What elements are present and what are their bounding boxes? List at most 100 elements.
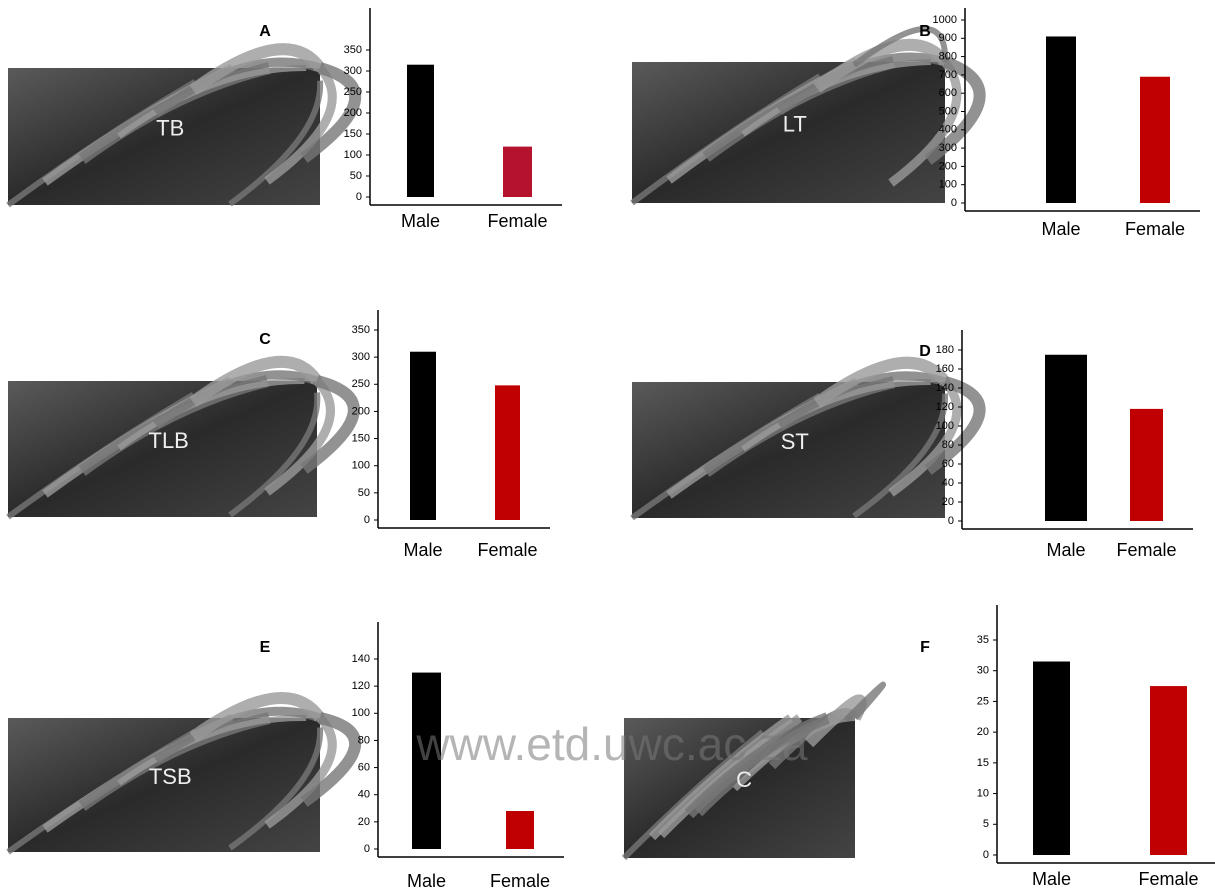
panel-label: B: [919, 23, 931, 40]
y-tick-label: 80: [358, 734, 370, 746]
y-tick-label: 30: [977, 665, 989, 677]
image-label: C: [736, 767, 752, 792]
fiber: [888, 378, 962, 497]
fiber: [852, 26, 949, 68]
fiber: [924, 376, 986, 475]
x-tick-label: Female: [487, 211, 547, 231]
bar: [1130, 408, 1163, 521]
fiber: [264, 714, 337, 829]
x-tick-label: Male: [401, 211, 440, 231]
fiber: [300, 62, 362, 163]
fiber: [852, 393, 949, 519]
fiber: [264, 64, 337, 185]
y-tick-label: 0: [356, 191, 362, 203]
panel: TB A 0 50 100 150 200 250 300 350 Male Female: [6, 8, 562, 231]
panel-label: E: [260, 639, 271, 656]
y-tick-label: 40: [358, 789, 370, 801]
y-tick-label: 5: [983, 818, 989, 830]
y-tick-label: 100: [352, 460, 370, 472]
x-tick-label: Female: [1116, 540, 1176, 560]
y-tick-label: 300: [352, 351, 370, 363]
y-tick-label: 400: [939, 124, 957, 136]
fiber: [300, 712, 362, 807]
fiber: [228, 727, 324, 851]
fiber: [153, 706, 322, 764]
y-tick-label: 800: [939, 51, 957, 63]
panel-label: A: [259, 23, 271, 40]
bar: [503, 146, 532, 197]
fiber: [924, 56, 986, 165]
y-tick-label: 600: [939, 87, 957, 99]
y-tick-label: 60: [358, 761, 370, 773]
fiber: [813, 356, 950, 408]
y-tick-label: 300: [939, 142, 957, 154]
y-tick-label: 140: [936, 382, 954, 394]
y-tick-label: 40: [942, 477, 954, 489]
panel: TLB C 0 50 100 150 200 250 300 350 Male Female: [6, 310, 550, 560]
fiber: [843, 681, 886, 723]
y-tick-label: 0: [948, 515, 954, 527]
y-tick-label: 140: [352, 653, 370, 665]
y-tick-label: 200: [939, 160, 957, 172]
y-tick-label: 80: [942, 439, 954, 451]
y-tick-label: 20: [977, 726, 989, 738]
fiber: [228, 392, 321, 518]
y-tick-label: 15: [977, 757, 989, 769]
y-tick-label: 700: [939, 69, 957, 81]
x-tick-label: Female: [490, 871, 550, 890]
bar: [1046, 36, 1076, 203]
panel: C F 0 5 10 15 20 25 30 35 Male Female: [621, 605, 1215, 889]
y-tick-label: 35: [977, 634, 989, 646]
image-label: TSB: [149, 764, 192, 789]
fiber: [741, 378, 931, 452]
y-tick-label: 0: [951, 197, 957, 209]
y-tick-label: 150: [344, 128, 362, 140]
image-label: ST: [781, 429, 809, 454]
fiber: [189, 355, 322, 407]
y-tick-label: 200: [352, 405, 370, 417]
y-tick-label: 180: [936, 344, 954, 356]
y-tick-label: 250: [344, 86, 362, 98]
y-tick-label: 350: [352, 324, 370, 336]
y-tick-label: 50: [350, 170, 362, 182]
y-tick-label: 100: [939, 179, 957, 191]
x-tick-label: Female: [477, 540, 537, 560]
panel: TSB E 0 20 40 60 80 100 120 140 Male Female: [6, 622, 564, 890]
y-tick-label: 300: [344, 65, 362, 77]
fiber: [684, 712, 830, 819]
x-tick-label: Female: [1125, 219, 1185, 239]
y-tick-label: 100: [936, 420, 954, 432]
fiber: [264, 377, 335, 496]
x-tick-label: Male: [403, 540, 442, 560]
x-tick-label: Male: [1032, 869, 1071, 889]
y-tick-label: 0: [983, 849, 989, 861]
bar: [1140, 76, 1170, 203]
fiber: [153, 57, 322, 117]
y-tick-label: 10: [977, 787, 989, 799]
x-tick-label: Male: [1041, 219, 1080, 239]
bar: [410, 351, 436, 520]
bar: [407, 64, 434, 197]
y-tick-label: 100: [344, 149, 362, 161]
y-tick-label: 150: [352, 432, 370, 444]
fiber: [888, 59, 962, 187]
watermark: www.etd.uwc.ac.za: [415, 718, 808, 770]
y-tick-label: 100: [352, 707, 370, 719]
y-tick-label: 0: [364, 843, 370, 855]
y-tick-label: 0: [364, 514, 370, 526]
fiber: [648, 714, 794, 841]
y-tick-label: 900: [939, 32, 957, 44]
y-tick-label: 120: [352, 680, 370, 692]
y-tick-label: 500: [939, 105, 957, 117]
fiber: [189, 692, 325, 742]
fiber: [153, 370, 319, 429]
panel: LT B 0 100 200 300 400 500 600 700 800 900 1000 Male F…: [630, 8, 1200, 239]
x-tick-label: Male: [407, 871, 446, 890]
bar: [1045, 354, 1087, 521]
panel: ST D 0 20 40 60 80 100 120 140 160 180 Male Female: [630, 330, 1193, 560]
sem-image: [8, 718, 320, 852]
y-tick-label: 250: [352, 378, 370, 390]
y-tick-label: 50: [358, 487, 370, 499]
x-tick-label: Female: [1138, 869, 1198, 889]
